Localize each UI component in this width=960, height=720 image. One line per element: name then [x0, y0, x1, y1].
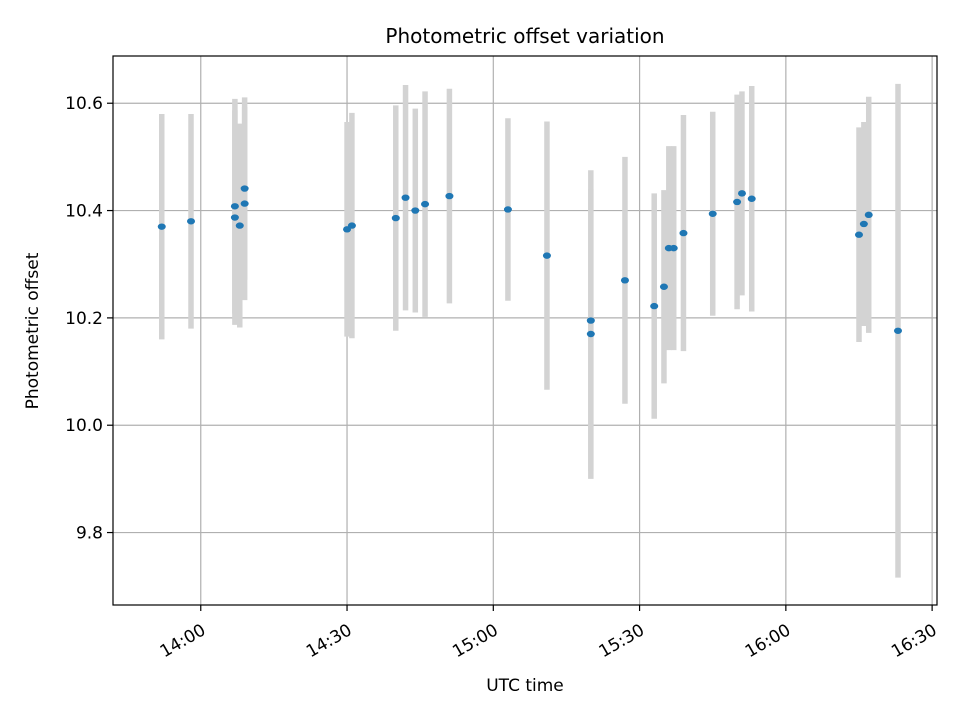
y-tick-label: 10.6 [65, 94, 103, 114]
data-point [230, 214, 239, 221]
y-tick-label: 10.2 [65, 309, 103, 329]
data-point [669, 244, 678, 252]
y-tick-label: 10.0 [65, 416, 103, 436]
data-point [411, 207, 420, 214]
data-point [859, 220, 868, 228]
data-point [708, 210, 717, 217]
data-points [157, 185, 902, 338]
data-point [347, 222, 356, 229]
data-point [679, 229, 688, 237]
data-point [240, 200, 249, 207]
data-point [659, 283, 668, 290]
data-point [421, 200, 430, 208]
data-point [733, 198, 742, 206]
data-point [586, 317, 595, 324]
x-axis-title: UTC time [486, 676, 564, 696]
data-point [401, 194, 410, 201]
y-axis-ticks: 9.8 10.0 10.2 10.4 10.6 [65, 94, 113, 544]
data-point [747, 195, 756, 202]
data-point [864, 211, 873, 219]
data-point [240, 185, 249, 192]
data-point [620, 277, 629, 284]
data-point [391, 214, 400, 222]
plot-frame [112, 55, 938, 606]
data-point [445, 192, 454, 200]
data-point [854, 231, 863, 238]
data-point [893, 327, 902, 334]
y-tick-label: 10.4 [65, 202, 103, 222]
data-point [737, 190, 746, 197]
data-point [157, 223, 166, 230]
data-point [503, 206, 512, 213]
data-point [542, 252, 551, 259]
data-point [187, 218, 196, 225]
y-tick-label: 9.8 [76, 524, 103, 544]
y-axis-title: Photometric offset [23, 252, 43, 409]
chart-title: Photometric offset variation [385, 24, 664, 48]
data-point [650, 302, 659, 310]
data-point [235, 222, 244, 229]
data-point [586, 330, 595, 338]
data-point [230, 203, 239, 210]
